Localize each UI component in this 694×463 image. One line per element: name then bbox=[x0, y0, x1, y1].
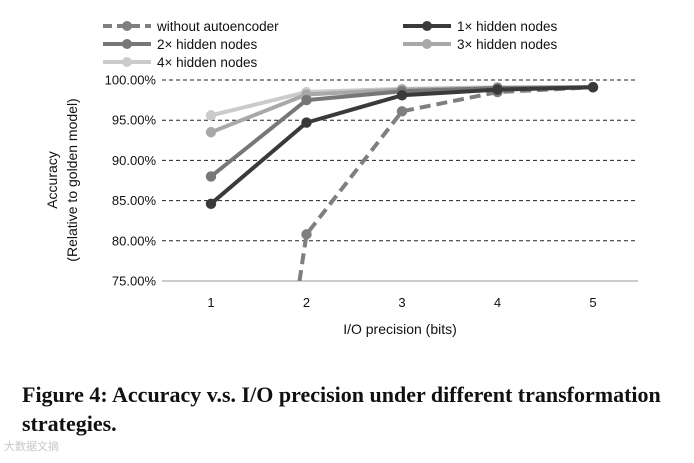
legend-label: 3× hidden nodes bbox=[457, 37, 557, 52]
data-point bbox=[205, 198, 217, 210]
legend-item: 2× hidden nodes bbox=[103, 37, 257, 52]
legend-swatch-marker bbox=[122, 39, 132, 49]
figure-caption: Figure 4: Accuracy v.s. I/O precision un… bbox=[22, 382, 661, 436]
legend-swatch-marker bbox=[122, 57, 132, 67]
y-tick-label: 100.00% bbox=[105, 73, 157, 88]
legend: without autoencoder 1× hidden nodes 2× hid… bbox=[103, 19, 557, 70]
x-tick-labels: 1 2 3 4 5 bbox=[207, 295, 596, 310]
legend-item: 3× hidden nodes bbox=[403, 37, 557, 52]
x-tick-label: 3 bbox=[398, 295, 405, 310]
accuracy-chart: without autoencoder 1× hidden nodes 2× hid… bbox=[44, 19, 638, 337]
data-point bbox=[205, 110, 217, 121]
data-point bbox=[301, 94, 312, 106]
legend-swatch-marker bbox=[422, 21, 432, 31]
series-2 bbox=[205, 82, 599, 210]
x-tick-label: 5 bbox=[589, 295, 596, 310]
x-tick-label: 1 bbox=[207, 295, 214, 310]
data-point bbox=[301, 117, 312, 128]
data-point bbox=[205, 171, 217, 182]
x-tick-label: 4 bbox=[494, 295, 501, 310]
y-tick-labels: 75.00% 80.00% 85.00% 90.00% 95.00% 100.00% bbox=[105, 73, 157, 289]
data-point bbox=[301, 229, 312, 240]
y-tick-label: 90.00% bbox=[112, 153, 157, 168]
legend-swatch-marker bbox=[122, 21, 132, 31]
y-axis-title: Accuracy bbox=[44, 151, 60, 209]
y-tick-label: 85.00% bbox=[112, 193, 157, 208]
watermark: 大数据文摘 bbox=[4, 440, 59, 453]
series-line bbox=[297, 85, 594, 282]
series-line bbox=[209, 85, 594, 206]
series-lines bbox=[205, 82, 599, 282]
legend-label: without autoencoder bbox=[156, 19, 279, 34]
grid-lines bbox=[162, 79, 638, 282]
legend-label: 4× hidden nodes bbox=[157, 55, 257, 70]
y-tick-label: 75.00% bbox=[112, 274, 157, 289]
legend-item: 4× hidden nodes bbox=[103, 55, 257, 70]
legend-item: 1× hidden nodes bbox=[403, 19, 557, 34]
x-axis-title: I/O precision (bits) bbox=[343, 321, 457, 337]
data-point bbox=[492, 84, 503, 95]
legend-swatch-marker bbox=[422, 39, 432, 49]
data-point bbox=[205, 127, 217, 138]
y-tick-label: 80.00% bbox=[112, 233, 157, 248]
legend-label: 2× hidden nodes bbox=[157, 37, 257, 52]
data-point bbox=[396, 90, 408, 101]
legend-item: without autoencoder bbox=[103, 19, 279, 34]
y-tick-label: 95.00% bbox=[112, 113, 157, 128]
x-tick-label: 2 bbox=[303, 295, 310, 310]
y-axis-subtitle: (Relative to golden model) bbox=[64, 98, 80, 261]
data-point bbox=[396, 106, 408, 117]
legend-label: 1× hidden nodes bbox=[457, 19, 557, 34]
data-point bbox=[587, 82, 599, 93]
